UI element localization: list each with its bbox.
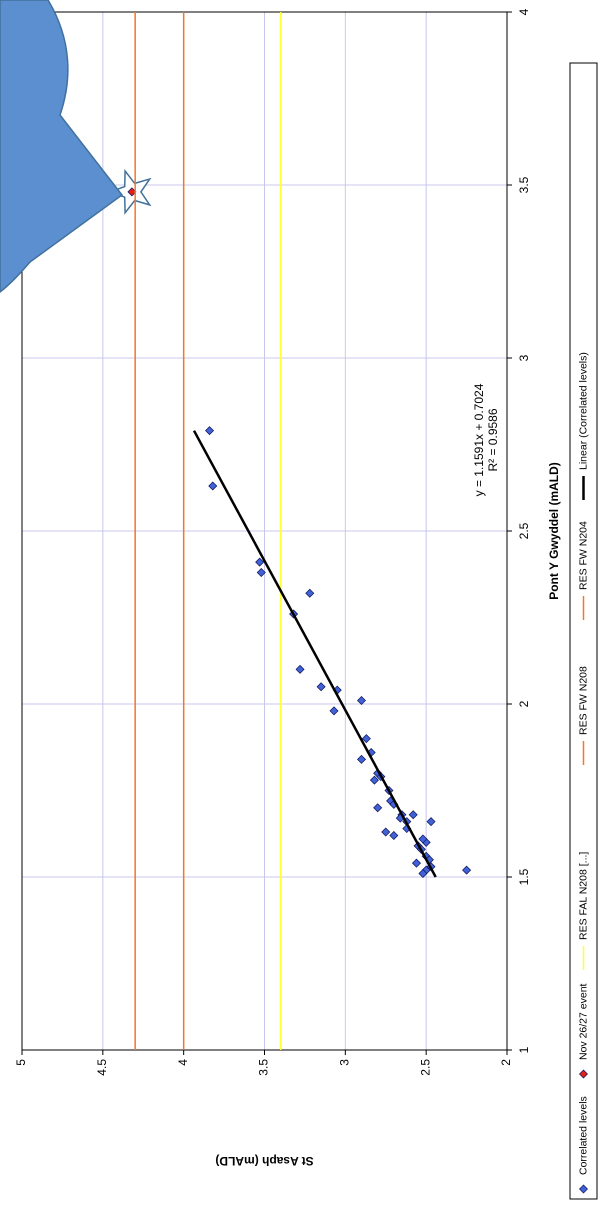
legend-marker (579, 1184, 588, 1194)
callout-shape (0, 0, 124, 293)
point (411, 858, 421, 868)
point (389, 830, 399, 840)
legend-label: RES FAL N208 [...] (577, 852, 589, 940)
y-tick-label: 5 (14, 1059, 28, 1066)
point (357, 754, 366, 764)
legend-label: RES FW N208 (577, 666, 589, 735)
legend-label: Nov 26/27 event (577, 983, 589, 1060)
x-tick-label: 3.5 (517, 176, 531, 193)
annotation: R² = 0.9586 (486, 408, 500, 471)
rotated-chart: 1 1.5 2 2.5 3 3.5 4 2 2.5 3 3.5 4 4.5 5 Pont Y Gwyddel… (14, 8, 598, 1200)
point (418, 869, 428, 879)
point (305, 588, 315, 598)
y-tick-label: 2.5 (418, 1059, 432, 1076)
point (256, 568, 266, 578)
point (255, 557, 265, 567)
point (426, 817, 436, 827)
x-axis-title: Pont Y Gwyddel (mALD) (547, 462, 561, 600)
x-tick-label: 1.5 (517, 868, 531, 885)
point (373, 803, 383, 813)
legend-marker (579, 1069, 588, 1079)
point (127, 187, 137, 197)
plot-border (21, 11, 508, 1051)
y-tick-label: 4 (176, 1059, 190, 1066)
legend-box (569, 62, 598, 1200)
trend-line (192, 430, 437, 878)
y-axis-title: St Asaph (mALD) (215, 1154, 313, 1168)
annotation: y = 1.1591x + 0.7024 (472, 383, 486, 496)
legend-label: Correlated levels (577, 1096, 589, 1175)
point (208, 481, 218, 491)
point (357, 696, 366, 706)
x-tick-label: 3 (517, 354, 531, 361)
point (205, 426, 215, 436)
y-tick-label: 3 (338, 1059, 352, 1066)
point (329, 706, 339, 716)
y-tick-label: 2 (499, 1059, 513, 1066)
point (361, 734, 371, 744)
x-tick-label: 2 (517, 700, 531, 707)
point (408, 810, 418, 820)
x-tick-label: 1 (517, 1046, 531, 1053)
legend-label: RES FW N204 (577, 521, 589, 590)
point (462, 865, 472, 875)
point (418, 834, 428, 844)
point (316, 682, 326, 692)
y-tick-label: 4.5 (95, 1059, 109, 1076)
point (295, 664, 305, 674)
legend-label: Linear (Correlated levels) (577, 352, 589, 470)
x-tick-label: 4 (517, 8, 531, 15)
y-tick-label: 3.5 (257, 1059, 271, 1076)
point (369, 775, 379, 785)
x-tick-label: 2.5 (517, 522, 531, 539)
point (381, 827, 391, 837)
